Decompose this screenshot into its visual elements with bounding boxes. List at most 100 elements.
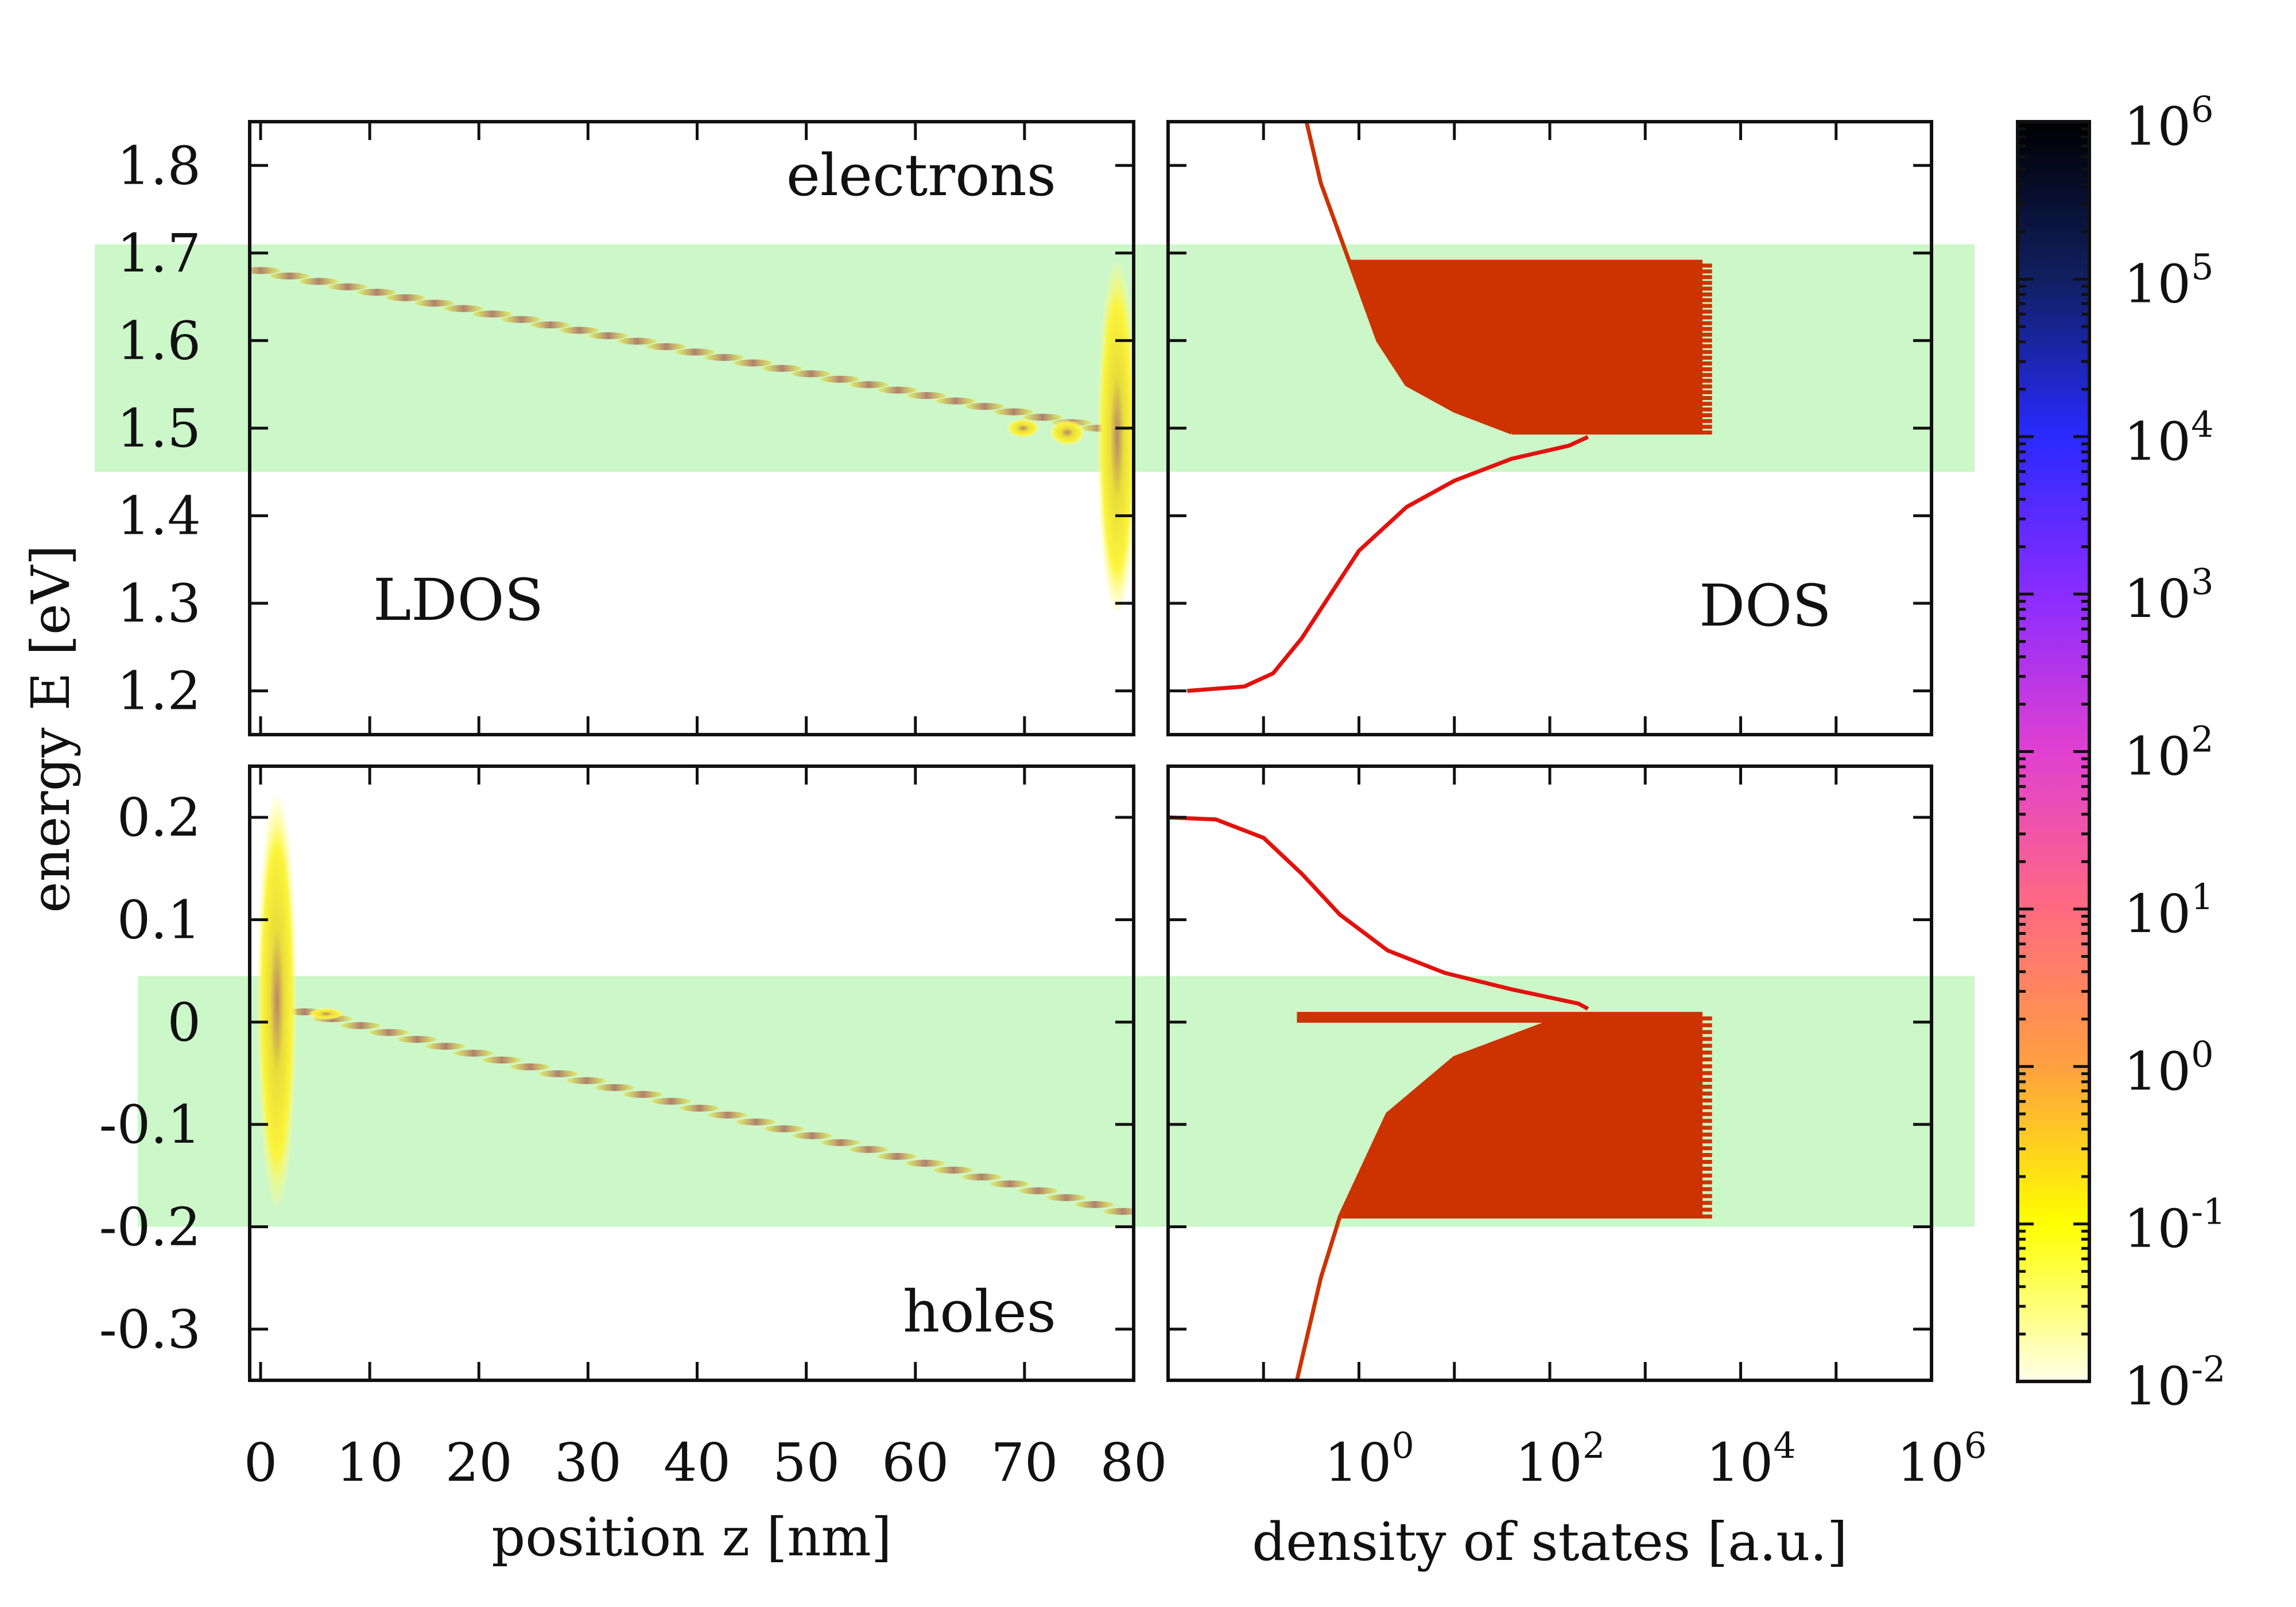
ldos-state [538, 1070, 578, 1077]
ldos-state [369, 1028, 409, 1036]
colorbar-label: 100 [2124, 1033, 2214, 1102]
y-tick-label: 1.4 [117, 486, 201, 547]
ldos-state [962, 1173, 1002, 1181]
ldos-state [1103, 1208, 1134, 1215]
ldos-state [1018, 1187, 1058, 1194]
x-tick-label: 30 [554, 1432, 622, 1493]
colorbar-label: 101 [2124, 876, 2214, 945]
ldos-state [560, 327, 599, 334]
ldos-state [530, 321, 570, 329]
x-axis-label-dos: density of states [a.u.] [1252, 1511, 1847, 1573]
ldos-state [675, 348, 715, 356]
x-ticks-position: 0 10 20 30 40 50 60 70 80 [244, 1432, 1168, 1493]
ldos-state [328, 283, 367, 290]
colorbar-ticks [2018, 120, 2089, 1383]
y-tick-label: 1.3 [117, 573, 201, 634]
y-ticks-bottom: 0.2 0.1 0 -0.1 -0.2 -0.3 [99, 787, 201, 1360]
ldos-state [708, 1111, 747, 1119]
ldos-state [425, 1042, 465, 1050]
ldos-state [878, 386, 918, 394]
ldos-state [680, 1104, 719, 1112]
x-ticks-dos: 100 102 104 106 [1324, 1424, 1987, 1493]
y-ticks-top: 1.2 1.3 1.4 1.5 1.6 1.7 1.8 [117, 135, 201, 721]
y-tick-label: 0 [167, 992, 201, 1053]
x-tick-label: 80 [1100, 1432, 1167, 1493]
ldos-state [1075, 1201, 1114, 1208]
ldos-state [849, 381, 889, 389]
ldos-state [820, 375, 860, 383]
colorbar-label: 10-2 [2124, 1348, 2225, 1417]
ldos-state [994, 408, 1033, 416]
ldos-label: LDOS [373, 566, 544, 634]
ldos-state [567, 1077, 606, 1084]
ldos-state [357, 289, 397, 296]
ldos-state [510, 1063, 550, 1070]
ldos-state [762, 364, 802, 372]
dos-curve [1168, 815, 1589, 1011]
ldos-state [623, 1090, 663, 1098]
ldos-state [965, 403, 1004, 410]
ldos-state [791, 370, 831, 378]
ldos-state [1050, 420, 1085, 445]
ldos-state [704, 354, 744, 361]
axis-ticks [250, 122, 1933, 1380]
x-tick-label: 102 [1515, 1424, 1605, 1493]
dos-electrons-plot [1187, 122, 1712, 693]
y-tick-label: -0.3 [99, 1299, 201, 1360]
ldos-state [595, 1084, 634, 1091]
frame-bottom-left [248, 764, 1135, 1382]
dos-holes-plot [1168, 815, 1712, 1380]
ldos-state [821, 1139, 860, 1146]
ldos-state [793, 1132, 832, 1139]
y-tick-label: 1.6 [117, 310, 201, 371]
ldos-state [250, 267, 281, 274]
ldos-state [309, 1008, 344, 1020]
x-tick-label: 106 [1897, 1424, 1987, 1493]
x-tick-label: 0 [244, 1432, 278, 1493]
colorbar-label: 104 [2124, 403, 2214, 472]
contact-peak [1097, 262, 1134, 612]
y-tick-label: -0.2 [99, 1197, 201, 1258]
ldos-state [936, 397, 976, 405]
ldos-state [299, 278, 339, 285]
x-tick-label: 40 [664, 1432, 731, 1493]
x-tick-label: 50 [773, 1432, 840, 1493]
ldos-state [877, 1152, 917, 1160]
ldos-state [618, 337, 657, 345]
ldos-state [1007, 419, 1040, 437]
dos-label: DOS [1699, 572, 1832, 639]
y-tick-label: 1.7 [117, 223, 201, 284]
ldos-state [1046, 1194, 1086, 1201]
ldos-state [733, 359, 773, 367]
ldos-state [736, 1118, 775, 1125]
y-tick-label: 0.1 [117, 890, 201, 951]
dos-curve [1187, 435, 1589, 693]
x-tick-label: 100 [1324, 1424, 1414, 1493]
colorbar-label: 105 [2124, 246, 2214, 315]
dos-envelope [1304, 122, 1512, 434]
y-tick-label: 1.8 [117, 135, 201, 196]
ldos-state [444, 305, 483, 312]
colorbar-label: 10-1 [2124, 1191, 2225, 1260]
ldos-state [764, 1125, 804, 1132]
ldos-state [454, 1049, 494, 1057]
x-tick-label: 70 [991, 1432, 1058, 1493]
ldos-state [933, 1166, 973, 1174]
ldos-state [907, 392, 947, 399]
y-tick-label: 0.2 [117, 787, 201, 848]
ldos-state [651, 1097, 691, 1105]
ldos-state [1023, 414, 1062, 421]
x-axis-label-position: position z [nm] [491, 1507, 891, 1568]
ldos-state [502, 316, 541, 323]
y-tick-label: 1.2 [117, 661, 201, 722]
contact-peak [257, 797, 297, 1206]
x-tick-label: 20 [445, 1432, 513, 1493]
ldos-state [849, 1146, 889, 1153]
x-tick-label: 104 [1706, 1424, 1796, 1493]
y-tick-label: -0.1 [99, 1094, 201, 1155]
ldos-state [414, 300, 454, 307]
colorbar-label: 106 [2124, 88, 2214, 157]
ldos-state [472, 310, 512, 318]
ldos-state [990, 1180, 1030, 1187]
x-tick-label: 60 [882, 1432, 949, 1493]
